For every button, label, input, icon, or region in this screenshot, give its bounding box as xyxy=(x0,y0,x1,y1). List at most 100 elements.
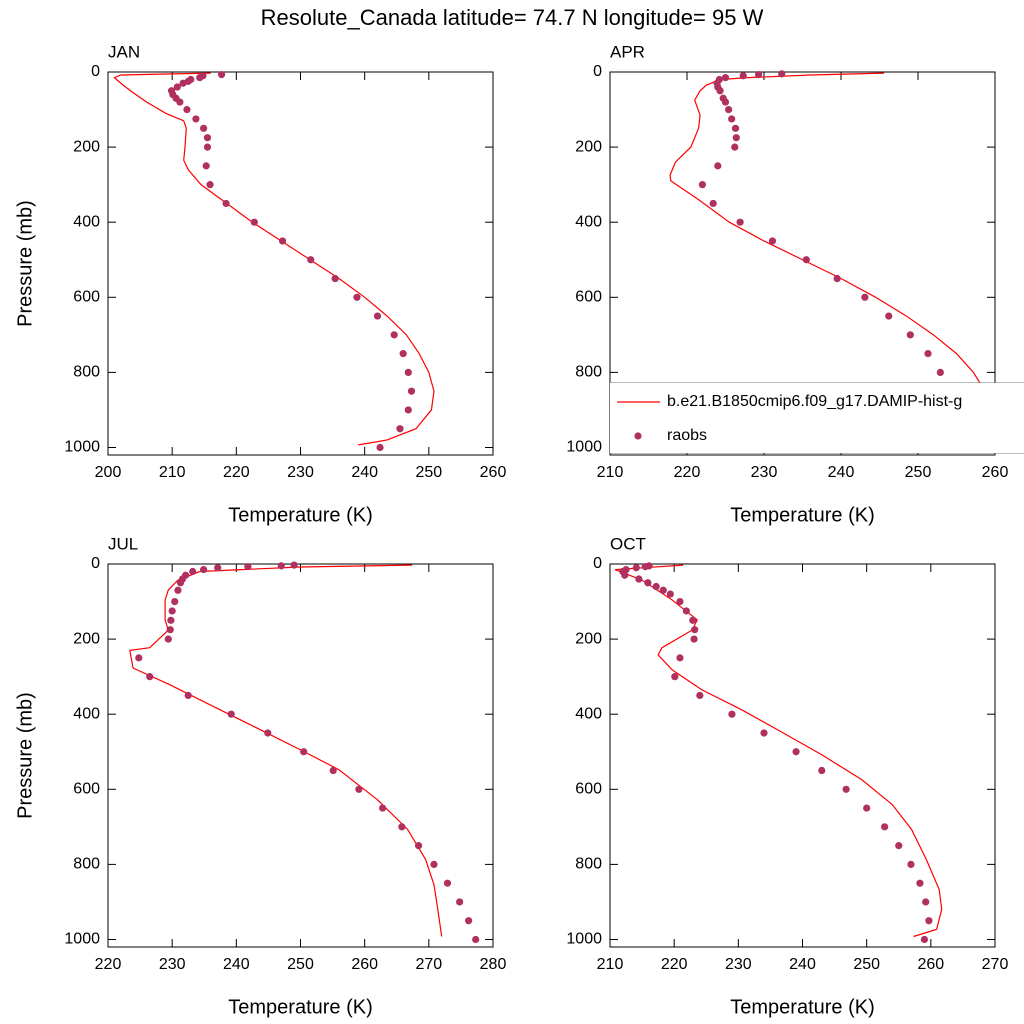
x-tick-label: 210 xyxy=(597,956,624,973)
y-tick-label: 0 xyxy=(91,555,100,572)
x-tick-label: 250 xyxy=(415,464,442,481)
obs-point xyxy=(676,654,684,662)
y-tick-label: 1000 xyxy=(566,439,602,456)
y-tick-label: 1000 xyxy=(566,931,602,948)
obs-point xyxy=(924,350,932,358)
x-tick-label: 230 xyxy=(159,956,186,973)
obs-point xyxy=(792,748,800,756)
obs-point xyxy=(632,564,640,572)
obs-point xyxy=(652,582,660,591)
obs-point xyxy=(936,368,944,376)
obs-point xyxy=(666,590,674,598)
obs-point xyxy=(376,443,384,452)
y-tick-label: 400 xyxy=(575,213,602,230)
obs-point xyxy=(179,79,187,87)
obs-point xyxy=(203,134,212,142)
obs-point xyxy=(300,748,308,756)
x-tick-label: 250 xyxy=(287,956,314,973)
obs-point xyxy=(728,115,736,123)
obs-point xyxy=(202,162,210,170)
x-tick-label: 250 xyxy=(853,956,880,973)
y-tick-label: 0 xyxy=(593,63,602,80)
obs-point xyxy=(244,563,252,571)
legend-label: b.e21.B1850cmip6.f09_g17.DAMIP-hist-g xyxy=(667,393,962,410)
y-tick-label: 400 xyxy=(575,705,602,722)
x-tick-label: 260 xyxy=(917,956,944,973)
obs-point xyxy=(714,162,722,170)
obs-point xyxy=(407,387,416,395)
y-tick-label: 200 xyxy=(73,138,100,155)
panel-title: OCT xyxy=(610,534,646,553)
obs-point xyxy=(916,879,924,887)
obs-point xyxy=(168,607,176,615)
panel-title: APR xyxy=(610,42,645,61)
obs-point xyxy=(755,71,763,79)
obs-point xyxy=(802,256,810,264)
obs-point xyxy=(329,766,337,775)
obs-point xyxy=(465,917,473,925)
obs-point xyxy=(833,274,841,283)
obs-point xyxy=(671,673,679,681)
plot-frame xyxy=(609,71,996,456)
x-tick-label: 240 xyxy=(223,956,250,973)
y-axis-label: Pressure (mb) xyxy=(14,692,36,819)
obs-point xyxy=(290,561,298,569)
x-tick-label: 250 xyxy=(905,464,932,481)
x-tick-label: 260 xyxy=(480,464,507,481)
x-axis-label: Temperature (K) xyxy=(730,996,875,1018)
obs-point xyxy=(331,274,339,283)
obs-point xyxy=(728,710,736,718)
obs-point xyxy=(721,74,730,82)
obs-point xyxy=(277,562,285,570)
y-tick-label: 200 xyxy=(575,138,602,155)
y-tick-label: 1000 xyxy=(64,439,100,456)
obs-point xyxy=(430,860,438,868)
obs-point xyxy=(659,586,667,594)
y-tick-label: 0 xyxy=(593,555,602,572)
y-tick-label: 600 xyxy=(73,289,100,306)
obs-point xyxy=(907,860,915,868)
x-tick-label: 240 xyxy=(351,464,378,481)
figure-title: Resolute_Canada latitude= 74.7 N longitu… xyxy=(261,5,764,30)
x-tick-label: 220 xyxy=(661,956,688,973)
obs-point xyxy=(716,87,724,95)
obs-point xyxy=(184,691,192,700)
obs-point xyxy=(768,237,777,245)
y-tick-label: 400 xyxy=(73,213,100,230)
obs-point xyxy=(676,597,684,606)
obs-point xyxy=(689,616,697,624)
obs-point xyxy=(355,785,363,793)
obs-point xyxy=(818,766,826,775)
obs-point xyxy=(721,98,730,106)
obs-point xyxy=(621,571,629,579)
obs-point xyxy=(206,181,214,189)
obs-point xyxy=(881,823,889,831)
x-axis-label: Temperature (K) xyxy=(228,504,373,526)
obs-point xyxy=(724,105,733,114)
x-axis-label: Temperature (K) xyxy=(228,996,373,1018)
obs-point xyxy=(227,710,235,718)
obs-point xyxy=(146,673,154,681)
obs-point xyxy=(709,199,717,208)
y-tick-label: 1000 xyxy=(64,931,100,948)
x-tick-label: 260 xyxy=(982,464,1009,481)
y-tick-label: 600 xyxy=(575,289,602,306)
obs-point xyxy=(264,729,272,737)
obs-point xyxy=(278,237,287,245)
x-tick-label: 220 xyxy=(223,464,250,481)
obs-point xyxy=(925,917,933,925)
obs-point xyxy=(214,564,222,572)
y-tick-label: 800 xyxy=(73,364,100,381)
obs-point xyxy=(166,626,174,634)
obs-point xyxy=(698,181,707,189)
obs-point xyxy=(390,331,398,339)
obs-point xyxy=(861,293,869,301)
obs-point xyxy=(414,842,423,850)
obs-point xyxy=(373,312,382,320)
obs-point xyxy=(176,579,185,587)
x-tick-label: 230 xyxy=(725,956,752,973)
obs-point xyxy=(895,842,903,850)
obs-point xyxy=(200,566,208,574)
